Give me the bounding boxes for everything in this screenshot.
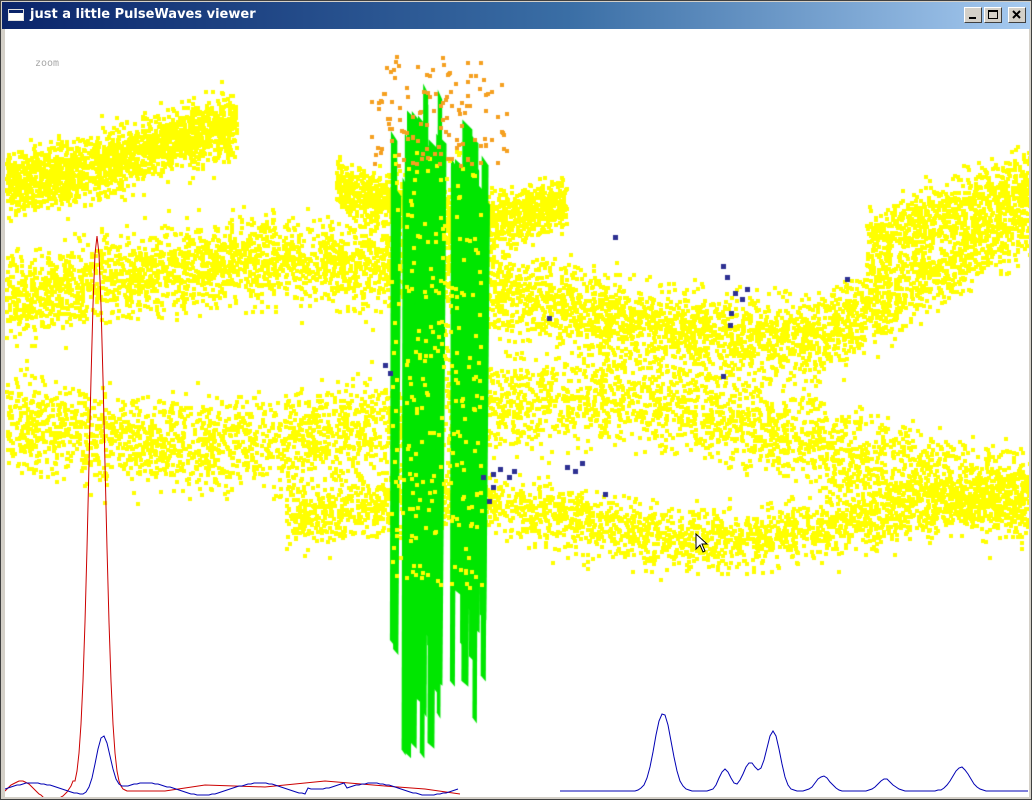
waveform-trace-blue-left xyxy=(5,735,459,796)
window-title: just a little PulseWaves viewer xyxy=(30,7,256,22)
maximize-button[interactable] xyxy=(984,7,1002,23)
waveform-overlay xyxy=(5,235,1028,797)
minimize-icon xyxy=(969,17,976,19)
point-cloud-viewport[interactable]: zoom xyxy=(5,29,1029,797)
waveform-trace-blue-right xyxy=(560,713,1028,792)
zoom-mode-label: zoom xyxy=(35,58,60,69)
window-icon xyxy=(8,9,24,21)
close-icon xyxy=(1012,10,1021,19)
close-button[interactable] xyxy=(1008,7,1026,23)
maximize-icon xyxy=(988,10,998,19)
waveform-trace-red xyxy=(5,235,461,797)
mouse-cursor-icon xyxy=(695,533,709,553)
point-cloud-canvas[interactable] xyxy=(5,29,1029,797)
minimize-button[interactable] xyxy=(964,7,982,23)
title-bar[interactable]: just a little PulseWaves viewer xyxy=(2,2,1030,29)
